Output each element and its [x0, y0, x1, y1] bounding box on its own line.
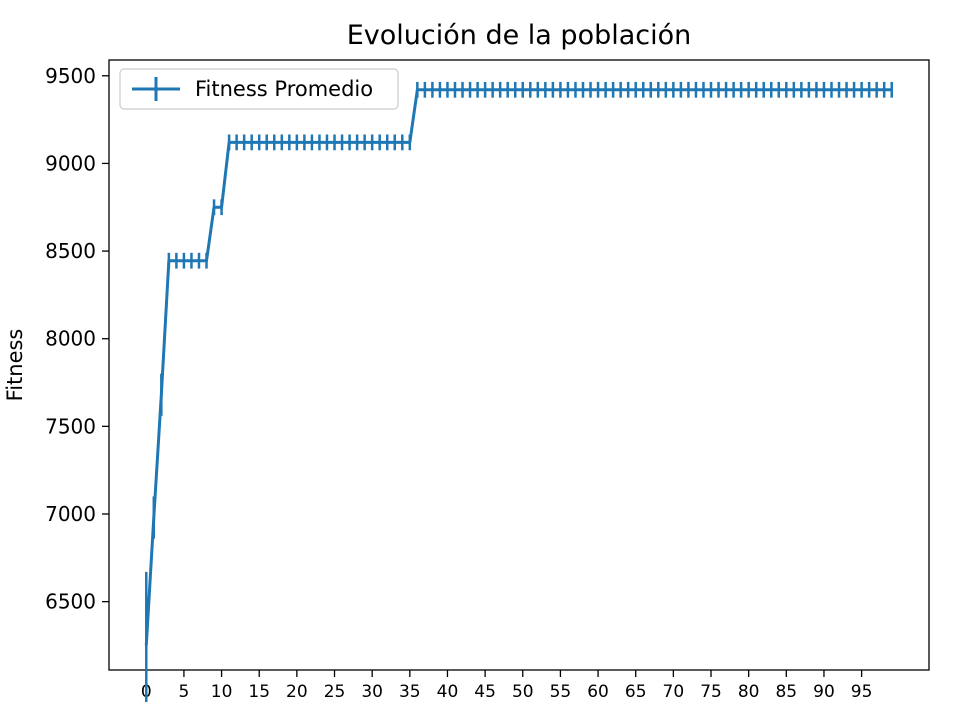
x-tick-label: 80 — [738, 682, 760, 702]
x-tick-label: 75 — [700, 682, 722, 702]
x-tick-label: 40 — [437, 682, 459, 702]
chart-title: Evolución de la población — [347, 20, 692, 51]
y-tick-label: 8000 — [45, 327, 96, 351]
y-tick-label: 9000 — [45, 151, 96, 175]
x-tick-label: 70 — [663, 682, 685, 702]
y-axis: 6500 7000 7500 8000 8500 9000 9500 — [45, 64, 109, 614]
legend: Fitness Promedio — [119, 68, 399, 110]
y-tick-label: 7000 — [45, 502, 96, 526]
series-layer — [144, 81, 893, 707]
x-tick-label: 35 — [399, 682, 421, 702]
y-tick-label: 6500 — [45, 590, 96, 614]
x-tick-label: 95 — [851, 682, 873, 702]
y-tick-label: 8500 — [45, 239, 96, 263]
legend-box — [119, 68, 399, 110]
x-tick-label: 20 — [286, 682, 308, 702]
y-tick-label: 7500 — [45, 414, 96, 438]
x-tick-label: 5 — [179, 682, 190, 702]
x-tick-label: 25 — [324, 682, 346, 702]
x-tick-label: 10 — [211, 682, 233, 702]
x-tick-label: 45 — [474, 682, 496, 702]
x-tick-label: 60 — [587, 682, 609, 702]
x-tick-label: 90 — [813, 682, 835, 702]
y-tick-label: 9500 — [45, 64, 96, 88]
series-line-fitness-promedio — [144, 88, 892, 646]
x-tick-label: 65 — [625, 682, 647, 702]
x-tick-label: 50 — [512, 682, 534, 702]
x-tick-label: 55 — [550, 682, 572, 702]
plot-area-frame — [108, 59, 930, 671]
x-tick-label: 85 — [775, 682, 797, 702]
x-tick-label: 15 — [248, 682, 270, 702]
x-tick-label: 30 — [361, 682, 383, 702]
y-axis-label: Fitness — [3, 329, 27, 402]
legend-label: Fitness Promedio — [195, 77, 373, 101]
